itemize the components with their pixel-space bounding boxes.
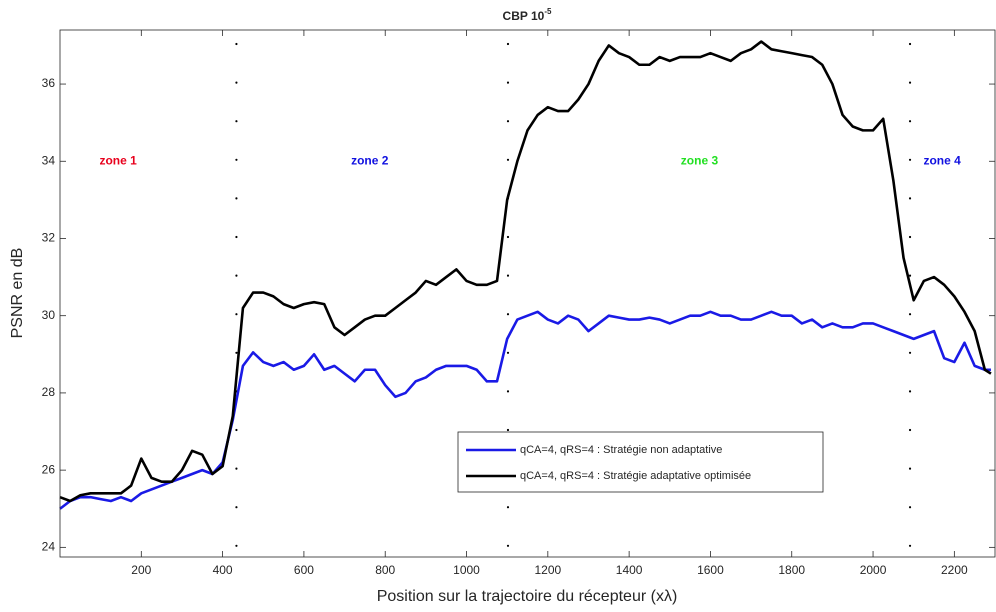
legend-box (457, 431, 824, 493)
x-tick-label: 1800 (778, 563, 805, 577)
zone-label: zone 2 (351, 153, 389, 167)
x-tick-label: 800 (375, 563, 395, 577)
y-tick-label: 30 (42, 308, 56, 322)
zone-label: zone 4 (923, 153, 961, 167)
y-axis-label: PSNR en dB (9, 248, 26, 339)
title-superscript: -5 (544, 7, 552, 16)
legend-label: qCA=4, qRS=4 : Stratégie adaptative opti… (520, 470, 751, 482)
x-tick-label: 2200 (941, 563, 968, 577)
x-tick-label: 200 (131, 563, 151, 577)
y-tick-label: 24 (42, 540, 56, 554)
y-tick-label: 28 (42, 385, 56, 399)
legend-label: qCA=4, qRS=4 : Stratégie non adaptative (520, 444, 722, 456)
title-text: CBP 10 (503, 9, 545, 23)
legend: qCA=4, qRS=4 : Stratégie non adaptative q… (457, 431, 824, 493)
x-tick-label: 2000 (860, 563, 887, 577)
x-tick-label: 1400 (616, 563, 643, 577)
zone-label: zone 3 (681, 153, 719, 167)
y-tick-label: 32 (42, 231, 56, 245)
x-tick-label: 400 (213, 563, 233, 577)
x-tick-label: 1000 (453, 563, 480, 577)
y-tick-label: 34 (42, 153, 56, 167)
x-tick-label: 1200 (534, 563, 561, 577)
zone-label: zone 1 (99, 153, 137, 167)
x-tick-label: 1600 (697, 563, 724, 577)
x-axis-label: Position sur la trajectoire du récepteur… (377, 588, 678, 605)
y-tick-label: 36 (42, 76, 56, 90)
x-tick-label: 600 (294, 563, 314, 577)
plot-frame (59, 29, 996, 558)
series-line (59, 40, 992, 503)
chart-title: CBP 10-5 (503, 7, 552, 23)
y-tick-label: 26 (42, 462, 56, 476)
